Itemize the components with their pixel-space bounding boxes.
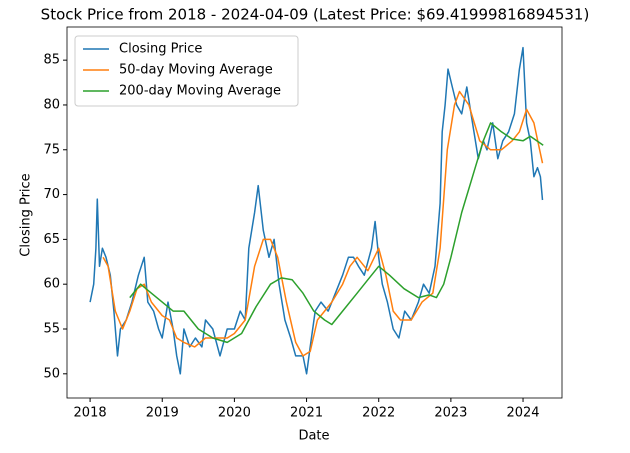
y-tick-label: 75 [43,142,60,157]
y-tick-label: 80 [43,97,60,112]
legend-label: Closing Price [119,42,202,57]
y-tick-label: 50 [43,366,60,381]
legend-label: 200-day Moving Average [119,84,281,99]
y-tick-label: 55 [43,321,60,336]
x-tick-label: 2021 [290,406,323,421]
x-tick-label: 2018 [74,406,107,421]
legend-label: 50-day Moving Average [119,63,273,78]
x-tick-label: 2022 [362,406,395,421]
x-tick-label: 2019 [146,406,179,421]
x-axis-label: Date [298,429,329,444]
plot-frame [66,26,563,399]
y-axis-label: Closing Price [19,173,34,256]
series-line [102,90,544,357]
chart-title: Stock Price from 2018 - 2024-04-09 (Late… [41,6,590,24]
y-tick-label: 70 [43,187,60,202]
x-tick-label: 2020 [218,406,251,421]
series-line [129,122,544,344]
series-line [89,46,544,375]
legend-box [74,35,299,107]
y-tick-label: 85 [43,53,60,68]
x-tick-label: 2023 [434,406,467,421]
y-tick-label: 60 [43,277,60,292]
y-tick-label: 65 [43,232,60,247]
x-tick-label: 2024 [506,406,539,421]
